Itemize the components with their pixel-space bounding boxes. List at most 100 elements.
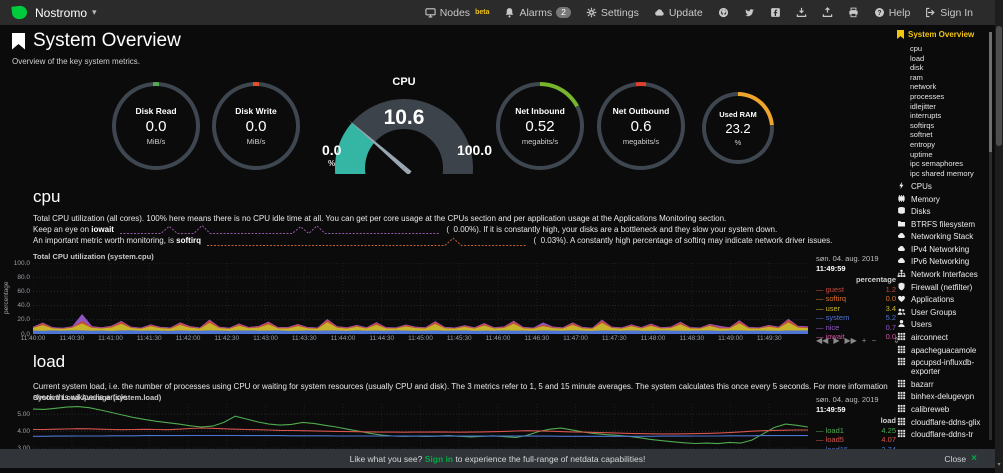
- chart-load[interactable]: System Load Average (system.load) 5.00 4.0…: [17, 393, 906, 473]
- toolbar-zoom-out-icon[interactable]: −: [871, 336, 877, 345]
- sidebar-subitem-disk[interactable]: disk: [910, 63, 924, 73]
- x-tick-label: 11:41:00: [98, 335, 123, 342]
- sidebar-item-disks[interactable]: Disks: [897, 207, 987, 216]
- legend-row-user[interactable]: — user 3.4: [816, 304, 896, 314]
- sidebar-item-ipv4-networking[interactable]: IPv4 Networking: [897, 245, 987, 254]
- sidebar-subitem-softnet[interactable]: softnet: [910, 130, 933, 140]
- x-tick-label: 11:40:30: [59, 335, 85, 342]
- sidebar-subitem-ipc-shared-memory[interactable]: ipc shared memory: [910, 168, 974, 178]
- sidebar-item-networking-stack[interactable]: Networking Stack: [897, 232, 987, 241]
- netdata-logo-icon[interactable]: [11, 5, 28, 20]
- sidebar-subitem-idlejitter[interactable]: idlejitter: [910, 101, 936, 111]
- cloud-icon: [897, 233, 905, 239]
- sidebar-item-apcupsd-influxdb-exporter[interactable]: apcupsd-influxdb-exporter: [897, 358, 987, 376]
- chart-plot-area[interactable]: [32, 404, 809, 454]
- x-tick-label: 11:49:00: [718, 335, 743, 342]
- sidebar-item-cpus[interactable]: CPUs: [897, 181, 987, 191]
- hostname-dropdown[interactable]: Nostromo ▾: [35, 6, 97, 20]
- sidebar-item-apacheguacamole[interactable]: apacheguacamole: [897, 345, 987, 355]
- sidebar-item-firewall-netfilter-[interactable]: Firewall (netfilter): [897, 282, 987, 292]
- nav-import-snapshot[interactable]: [796, 7, 807, 18]
- legend-row-load5[interactable]: — load5 4.07: [816, 435, 896, 445]
- sidebar-item-ipv6-networking[interactable]: IPv6 Networking: [897, 257, 987, 266]
- disk-icon: [898, 207, 905, 214]
- gauge-net-outbound[interactable]: Net Outbound 0.6 megabits/s: [597, 82, 685, 170]
- user-icon: [898, 320, 905, 328]
- sidebar-item-memory[interactable]: Memory: [897, 194, 987, 204]
- x-tick-label: 11:44:30: [369, 335, 395, 342]
- nav-export-snapshot[interactable]: [822, 7, 833, 18]
- load-section-heading: load: [33, 352, 66, 371]
- nav-github[interactable]: [718, 7, 729, 18]
- sidebar-item-cloudflare-ddns-tr[interactable]: cloudflare-ddns-tr: [897, 430, 987, 439]
- nav-signin[interactable]: Sign In: [925, 7, 973, 19]
- sidebar-subitem-uptime[interactable]: uptime: [910, 149, 933, 159]
- sidebar-item-applications[interactable]: Applications: [897, 295, 987, 304]
- nav-update[interactable]: Update: [654, 7, 703, 19]
- nav-print[interactable]: [848, 7, 859, 18]
- legend-series-name: — load5: [816, 435, 844, 444]
- sidebar-item-network-interfaces[interactable]: Network Interfaces: [897, 269, 987, 279]
- sidebar-subitem-ram[interactable]: ram: [910, 72, 923, 82]
- sidebar-item-btrfs-filesystem[interactable]: BTRFS filesystem: [897, 220, 987, 229]
- sidebar-subitem-softirqs[interactable]: softirqs: [910, 120, 935, 130]
- y-axis-title: percentage: [3, 280, 10, 314]
- sidebar-item-system-overview[interactable]: System Overview: [897, 30, 987, 39]
- sidebar-subitem-processes[interactable]: processes: [910, 91, 945, 101]
- sidebar-subitem-ipc-semaphores[interactable]: ipc semaphores: [910, 159, 963, 169]
- sidebar-scrollbar-thumb[interactable]: [989, 32, 992, 152]
- gauge-cpu[interactable]: CPU 10.6 0.0 100.0%: [320, 76, 492, 205]
- nav-nodes[interactable]: Nodes beta: [425, 7, 490, 19]
- gauge-net-inbound[interactable]: Net Inbound 0.52 megabits/s: [496, 82, 584, 170]
- legend-series-value: 0.7: [885, 322, 896, 332]
- legend-row-iowait[interactable]: — iowait 0.0: [816, 332, 896, 342]
- page-scrollbar-thumb[interactable]: [996, 26, 1002, 146]
- page-scrollbar[interactable]: ▾: [995, 0, 1003, 473]
- sidebar-subitem-network[interactable]: network: [910, 82, 937, 92]
- legend-row-system[interactable]: — system 5.2: [816, 313, 896, 323]
- sidebar-item-users[interactable]: Users: [897, 320, 987, 329]
- beta-badge: beta: [475, 9, 490, 16]
- gauge-units: MiB/s: [246, 137, 266, 146]
- gauge-disk-read[interactable]: Disk Read 0.0 MiB/s: [112, 82, 200, 170]
- sidebar-item-calibreweb[interactable]: calibreweb: [897, 404, 987, 414]
- grid-icon: [897, 430, 906, 438]
- sidebar-item-binhex-delugevpn[interactable]: binhex-delugevpn: [897, 392, 987, 401]
- gauge-units: megabits/s: [521, 137, 559, 146]
- toolbar-resize-icon[interactable]: ⇕: [893, 336, 900, 345]
- legend-row-nice[interactable]: — nice 0.7: [816, 323, 896, 333]
- gauge-used-ram[interactable]: Used RAM 23.2%: [702, 92, 774, 164]
- toolbar-backward-icon[interactable]: ◀◀: [816, 336, 829, 345]
- gauge-disk-write[interactable]: Disk Write 0.0 MiB/s: [212, 82, 300, 170]
- toolbar-play-icon[interactable]: ▶: [833, 336, 840, 345]
- toolbar-forward-icon[interactable]: ▶▶: [844, 336, 857, 345]
- sidebar-subitem-entropy[interactable]: entropy: [910, 139, 936, 149]
- sidebar-item-airconnect[interactable]: airconnect: [897, 332, 987, 342]
- nav-twitter[interactable]: [744, 7, 755, 18]
- load-description: Current system load, i.e. the number of …: [33, 382, 888, 402]
- chart-plot-area[interactable]: [32, 262, 809, 335]
- nav-alarms[interactable]: Alarms 2: [504, 7, 571, 19]
- nav-help[interactable]: ? Help: [874, 7, 910, 19]
- sidebar-subitem-load[interactable]: load: [910, 53, 925, 63]
- sidebar-item-bazarr[interactable]: bazarr: [897, 379, 987, 389]
- sidebar-item-user-groups[interactable]: User Groups: [897, 308, 987, 317]
- sidebar-item-cloudflare-ddns-glix[interactable]: cloudflare-ddns-glix: [897, 417, 987, 427]
- sidebar-subitem-cpu[interactable]: cpu: [910, 44, 923, 53]
- nav-settings[interactable]: Settings: [586, 7, 639, 19]
- top-header: Nostromo ▾ Nodes beta Alarms 2 Settings Updat…: [0, 0, 1003, 25]
- sidebar-scrollbar[interactable]: [989, 32, 992, 440]
- toolbar-zoom-in-icon[interactable]: +: [861, 336, 867, 345]
- legend-series-value: 0.0: [885, 332, 896, 341]
- sidebar-item-label: User Groups: [911, 307, 957, 317]
- banner-signin-link[interactable]: Sign in: [424, 453, 454, 464]
- legend-row-softirq[interactable]: — softirq 0.0: [816, 294, 896, 304]
- legend-row-load1[interactable]: — load1 4.25: [816, 426, 896, 436]
- legend-row-guest[interactable]: — guest 1.2: [816, 285, 896, 295]
- scroll-down-arrow-icon[interactable]: ▾: [997, 462, 1001, 468]
- nav-facebook[interactable]: [770, 7, 781, 18]
- sidebar-subitem-interrupts[interactable]: interrupts: [910, 111, 942, 121]
- banner-close-button[interactable]: Close ×: [944, 453, 977, 464]
- chart-cpu[interactable]: Total CPU utilization (system.cpu) 100.0 8…: [3, 252, 906, 353]
- x-tick-label: 11:47:30: [601, 335, 627, 342]
